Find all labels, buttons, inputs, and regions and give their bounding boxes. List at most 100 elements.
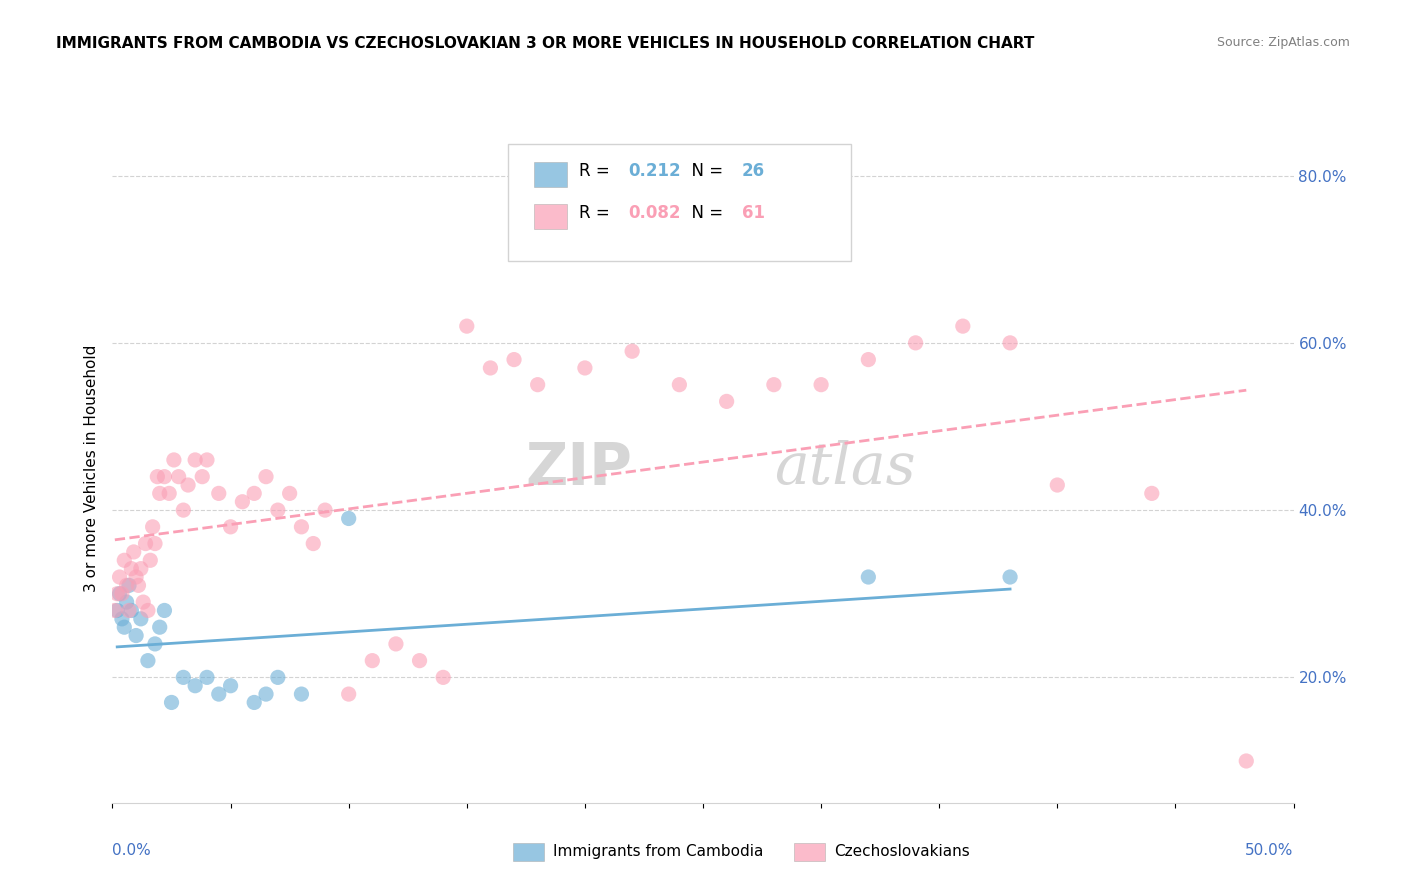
Point xyxy=(858,352,880,367)
Point xyxy=(219,520,242,534)
Point xyxy=(143,536,166,550)
Point xyxy=(858,570,880,584)
Point xyxy=(111,587,134,601)
Point xyxy=(904,335,927,350)
Point xyxy=(120,603,142,617)
Text: IMMIGRANTS FROM CAMBODIA VS CZECHOSLOVAKIAN 3 OR MORE VEHICLES IN HOUSEHOLD CORR: IMMIGRANTS FROM CAMBODIA VS CZECHOSLOVAK… xyxy=(56,36,1035,51)
Point xyxy=(111,612,134,626)
Point xyxy=(153,603,176,617)
Point xyxy=(1234,754,1257,768)
Point xyxy=(132,595,155,609)
Point xyxy=(177,478,200,492)
Point xyxy=(314,503,336,517)
Point xyxy=(243,696,266,710)
Point xyxy=(503,352,526,367)
Point xyxy=(456,319,478,334)
Text: Czechoslovakians: Czechoslovakians xyxy=(834,845,970,859)
Point xyxy=(184,679,207,693)
FancyBboxPatch shape xyxy=(508,144,851,261)
Point xyxy=(432,670,454,684)
Point xyxy=(120,562,142,576)
Point xyxy=(998,335,1021,350)
Point xyxy=(337,687,360,701)
Text: 0.0%: 0.0% xyxy=(112,843,152,858)
Point xyxy=(149,620,172,634)
Point xyxy=(668,377,690,392)
Point xyxy=(146,469,169,483)
Text: Source: ZipAtlas.com: Source: ZipAtlas.com xyxy=(1216,36,1350,49)
Point xyxy=(254,469,277,483)
Point xyxy=(105,603,128,617)
Text: ZIP: ZIP xyxy=(526,440,633,497)
Point xyxy=(337,511,360,525)
Point xyxy=(112,553,135,567)
Text: R =: R = xyxy=(579,203,614,222)
Y-axis label: 3 or more Vehicles in Household: 3 or more Vehicles in Household xyxy=(83,344,98,592)
Point xyxy=(290,687,312,701)
Point xyxy=(118,603,141,617)
Point xyxy=(952,319,974,334)
Point xyxy=(143,637,166,651)
Point xyxy=(136,603,159,617)
Point xyxy=(118,578,141,592)
Point xyxy=(1140,486,1163,500)
Text: 0.082: 0.082 xyxy=(628,203,681,222)
Point xyxy=(167,469,190,483)
Point xyxy=(361,654,384,668)
Point xyxy=(1046,478,1069,492)
FancyBboxPatch shape xyxy=(534,204,567,229)
Point xyxy=(172,670,194,684)
Point xyxy=(208,486,231,500)
Point xyxy=(139,553,162,567)
Point xyxy=(135,536,157,550)
Text: 61: 61 xyxy=(742,203,765,222)
Point xyxy=(267,503,290,517)
Point xyxy=(163,453,186,467)
Point xyxy=(105,587,128,601)
Text: atlas: atlas xyxy=(773,440,915,497)
Point xyxy=(108,587,131,601)
Point xyxy=(254,687,277,701)
Point xyxy=(998,570,1021,584)
FancyBboxPatch shape xyxy=(534,162,567,187)
Point xyxy=(716,394,738,409)
Point xyxy=(526,377,548,392)
Text: 26: 26 xyxy=(742,161,765,179)
Point xyxy=(574,361,596,376)
Point xyxy=(142,520,165,534)
Point xyxy=(267,670,290,684)
Point xyxy=(385,637,408,651)
Point xyxy=(104,603,127,617)
Text: R =: R = xyxy=(579,161,614,179)
Text: 50.0%: 50.0% xyxy=(1246,843,1294,858)
Point xyxy=(172,503,194,517)
Point xyxy=(112,620,135,634)
Point xyxy=(621,344,644,359)
Point xyxy=(302,536,325,550)
Point xyxy=(115,595,138,609)
Point xyxy=(278,486,301,500)
Point xyxy=(129,612,152,626)
Point xyxy=(184,453,207,467)
Point xyxy=(479,361,502,376)
Point xyxy=(290,520,312,534)
Point xyxy=(115,578,138,592)
Point xyxy=(219,679,242,693)
Point xyxy=(125,628,148,642)
Point xyxy=(108,570,131,584)
Text: N =: N = xyxy=(681,203,728,222)
Point xyxy=(127,578,149,592)
Point xyxy=(191,469,214,483)
Point xyxy=(208,687,231,701)
Point xyxy=(125,570,148,584)
Point xyxy=(122,545,145,559)
Point xyxy=(160,696,183,710)
Point xyxy=(243,486,266,500)
Text: 0.212: 0.212 xyxy=(628,161,682,179)
Point xyxy=(153,469,176,483)
Point xyxy=(231,494,253,508)
Point xyxy=(149,486,172,500)
Text: Immigrants from Cambodia: Immigrants from Cambodia xyxy=(553,845,763,859)
Point xyxy=(762,377,785,392)
Point xyxy=(157,486,180,500)
